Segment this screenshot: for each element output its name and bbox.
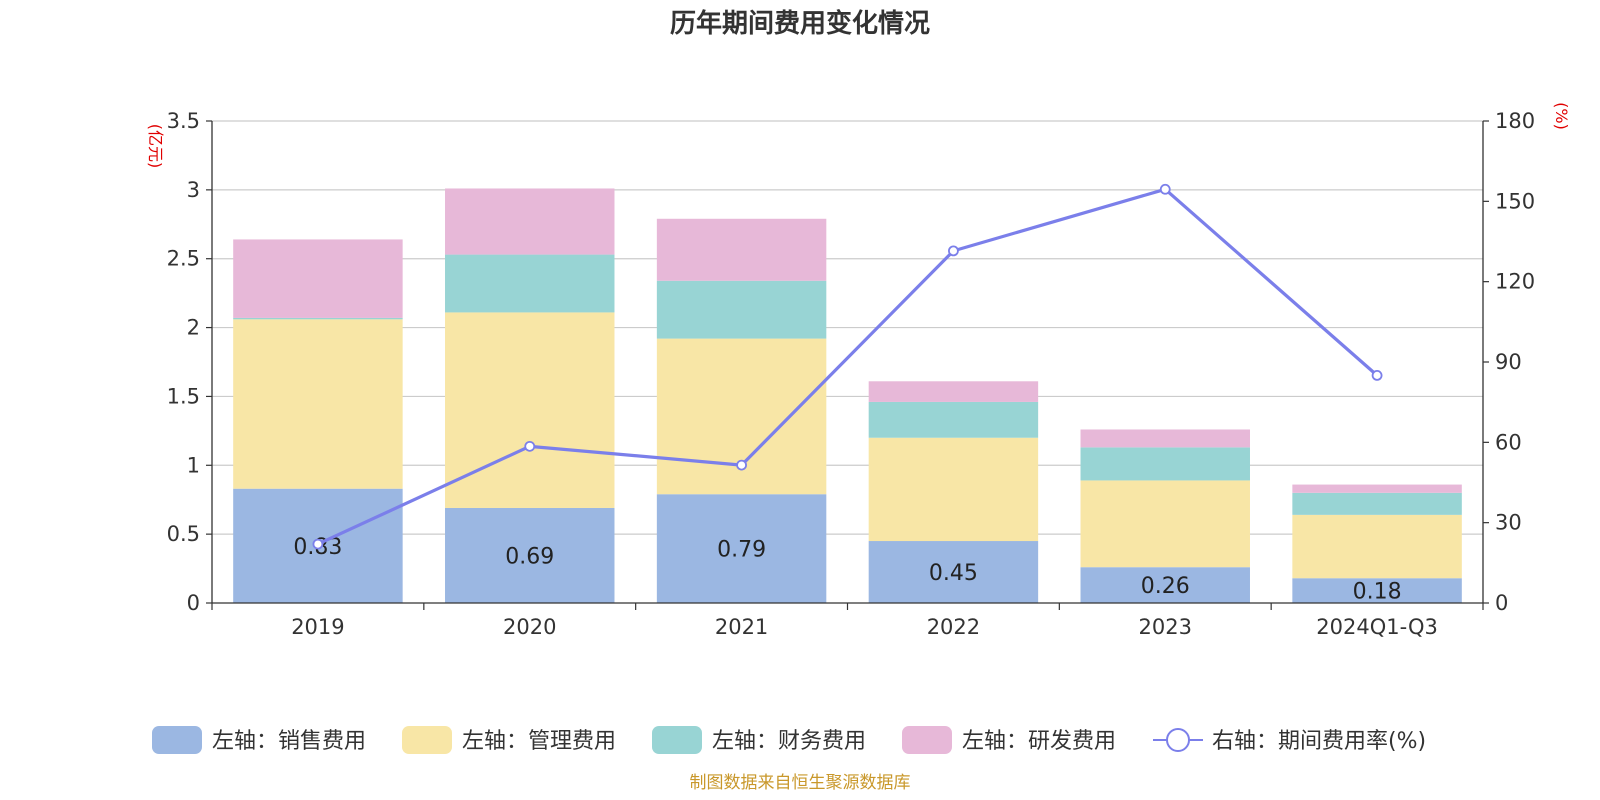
left-axis-tick-label: 2.5 [167, 247, 200, 271]
bar-segment [1292, 514, 1462, 579]
legend-swatch [152, 726, 202, 754]
right-axis-unit: (%) [1552, 102, 1571, 130]
left-axis-tick-label: 2 [187, 316, 200, 340]
bar-segment [1292, 492, 1462, 515]
rate-polyline [317, 187, 1379, 546]
legend-label: 左轴：销售费用 [212, 729, 366, 754]
x-axis-tick-label: 2023 [1139, 615, 1192, 639]
bar-segment [233, 239, 403, 318]
right-axis-tick-label: 30 [1495, 511, 1522, 535]
rate-line [312, 183, 1383, 550]
x-axis-tick-label: 2022 [927, 615, 980, 639]
right-axis-tick-label: 90 [1495, 350, 1522, 374]
bar-segment [868, 437, 1039, 542]
legend-label: 左轴：研发费用 [962, 729, 1116, 754]
bar-segment [1080, 480, 1250, 568]
rate-point [736, 459, 747, 471]
legend-swatch [402, 726, 452, 754]
bar-segment [656, 280, 827, 339]
bar-segment [656, 338, 827, 495]
legend-label: 右轴：期间费用率(%) [1212, 729, 1426, 754]
left-axis-unit: (亿元) [146, 124, 165, 169]
right-axis-tick-label: 120 [1495, 270, 1535, 294]
source-note: 制图数据来自恒生聚源数据库 [690, 773, 911, 793]
gridlines [212, 120, 1483, 535]
data-label: 0.26 [1141, 574, 1190, 599]
bar-segment [1080, 429, 1250, 448]
bar-segment [1292, 484, 1462, 493]
right-axis-tick-label: 60 [1495, 430, 1522, 454]
x-axis-tick-label: 2024Q1-Q3 [1316, 615, 1438, 639]
bar-segment [445, 312, 615, 508]
bars [233, 188, 1462, 603]
legend-swatch [652, 726, 702, 754]
bar-segment [1292, 578, 1462, 603]
bar-segment [868, 541, 1039, 603]
bar-segment [656, 494, 827, 603]
bar-segment [1080, 567, 1250, 603]
data-label: 0.79 [717, 538, 766, 563]
rate-point [1159, 183, 1171, 195]
legend-label: 左轴：财务费用 [712, 729, 866, 754]
data-label: 0.18 [1353, 580, 1402, 605]
right-axis-tick-label: 0 [1495, 591, 1508, 615]
rate-point [948, 245, 959, 257]
bar-segment [233, 317, 403, 320]
x-axis-tick-label: 2020 [503, 615, 556, 639]
bar-segment [445, 188, 615, 255]
data-label: 0.69 [505, 544, 554, 569]
bar-segment [445, 254, 615, 313]
legend-label: 左轴：管理费用 [462, 729, 616, 754]
legend-swatch [902, 726, 952, 754]
left-axis-tick-label: 0 [187, 591, 200, 615]
x-axis-tick-label: 2021 [715, 615, 768, 639]
left-axis-tick-label: 1 [187, 453, 200, 477]
axes: 0 0.5 1 1.5 2 2.5 3 3.5 0 30 60 90 120 150 180 2019 2020… [167, 109, 1536, 639]
bar-segment [1080, 447, 1250, 481]
left-axis-tick-label: 1.5 [167, 384, 200, 408]
data-label: 0.45 [929, 561, 978, 586]
bar-segment [868, 401, 1039, 438]
left-axis-tick-label: 0.5 [167, 522, 200, 546]
bar-segment [656, 218, 827, 281]
bar-segment [445, 507, 615, 603]
chart-title: 历年期间费用变化情况 [670, 8, 930, 39]
bar-segment [233, 319, 403, 489]
legend: 左轴：销售费用 左轴：管理费用 左轴：财务费用 左轴：研发费用 右轴：期间费用率(%) [152, 726, 1426, 754]
legend-marker [1166, 728, 1190, 752]
right-axis-tick-label: 180 [1495, 109, 1535, 133]
rate-point [1371, 369, 1383, 381]
rate-point [524, 440, 536, 452]
bar-segment [868, 381, 1039, 402]
rate-point [312, 538, 324, 550]
x-axis-tick-label: 2019 [291, 615, 344, 639]
left-axis-tick-label: 3 [187, 178, 200, 202]
left-axis-tick-label: 3.5 [167, 109, 200, 133]
right-axis-tick-label: 150 [1495, 189, 1535, 213]
